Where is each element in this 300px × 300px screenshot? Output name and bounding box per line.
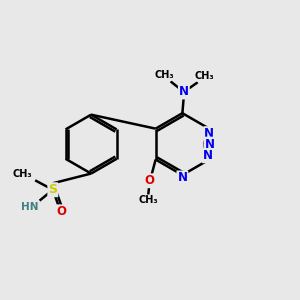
Text: CH₃: CH₃ — [138, 196, 158, 206]
Text: CH₃: CH₃ — [13, 169, 33, 178]
Text: HN: HN — [20, 202, 38, 212]
Text: N: N — [204, 138, 214, 151]
Text: N: N — [204, 127, 214, 140]
Text: CH₃: CH₃ — [154, 70, 174, 80]
Text: O: O — [57, 205, 67, 218]
Text: CH₃: CH₃ — [195, 71, 214, 81]
Text: N: N — [177, 172, 188, 184]
Text: N: N — [203, 149, 213, 162]
Text: S: S — [48, 183, 57, 196]
Text: O: O — [145, 174, 155, 187]
Text: N: N — [179, 85, 189, 98]
